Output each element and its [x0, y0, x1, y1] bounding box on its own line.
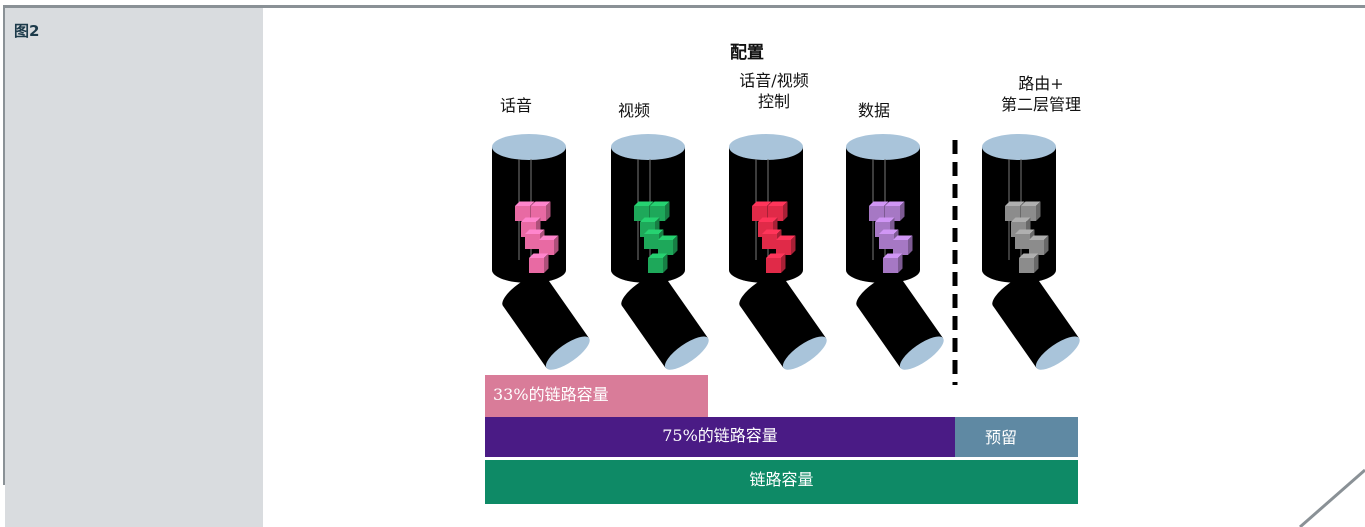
category-label-voice: 话音 — [500, 96, 533, 115]
cube-voice-1 — [531, 201, 551, 221]
cube-data-4 — [893, 235, 913, 255]
bar-link-capacity: 链路容量 — [485, 460, 1078, 504]
diagram-title: 配置 — [730, 43, 764, 63]
figure-label: 图2 — [14, 22, 40, 40]
cube-av-control-1 — [768, 201, 788, 221]
cylinder-cap-data — [846, 134, 920, 160]
cube-routing-1 — [1021, 201, 1041, 221]
bar-reserved: 预留 — [955, 417, 1078, 457]
cube-video-5 — [648, 253, 668, 273]
pipe-voice — [502, 274, 590, 370]
pipe-video — [621, 274, 709, 370]
cube-av-control-4 — [776, 235, 796, 255]
cylinder-data — [846, 134, 944, 370]
cylinder-routing — [982, 134, 1080, 370]
cube-voice-5 — [529, 253, 549, 273]
cube-av-control-5 — [766, 253, 786, 273]
cube-voice-4 — [539, 235, 559, 255]
cube-data-1 — [885, 201, 905, 221]
cube-video-4 — [658, 235, 678, 255]
cube-routing-2 — [1011, 217, 1031, 237]
bar-75-percent: 75%的链路容量 — [485, 417, 955, 457]
left-border — [3, 5, 5, 485]
cylinder-cap-av-control — [729, 134, 803, 160]
category-label-routing: 路由+ 第二层管理 — [1000, 74, 1081, 114]
sidebar-panel — [5, 7, 263, 527]
cylinder-av-control — [729, 134, 827, 370]
top-border — [5, 5, 1365, 8]
pipe-routing — [992, 274, 1080, 370]
corner-line — [1299, 468, 1365, 527]
cube-video-1 — [650, 201, 670, 221]
cube-data-5 — [883, 253, 903, 273]
pipe-av-control — [739, 274, 827, 370]
cylinder-cap-routing — [982, 134, 1056, 160]
category-label-av-control: 话音/视频 控制 — [739, 71, 809, 111]
cylinder-video — [611, 134, 709, 370]
cylinder-cap-voice — [492, 134, 566, 160]
cylinder-cap-video — [611, 134, 685, 160]
bar-33-percent: 33%的链路容量 — [485, 375, 708, 417]
pipe-data — [856, 274, 944, 370]
cube-routing-4 — [1029, 235, 1049, 255]
category-label-data: 数据 — [858, 101, 891, 120]
category-label-video: 视频 — [618, 101, 651, 120]
cylinder-voice — [492, 134, 590, 370]
cube-routing-5 — [1019, 253, 1039, 273]
